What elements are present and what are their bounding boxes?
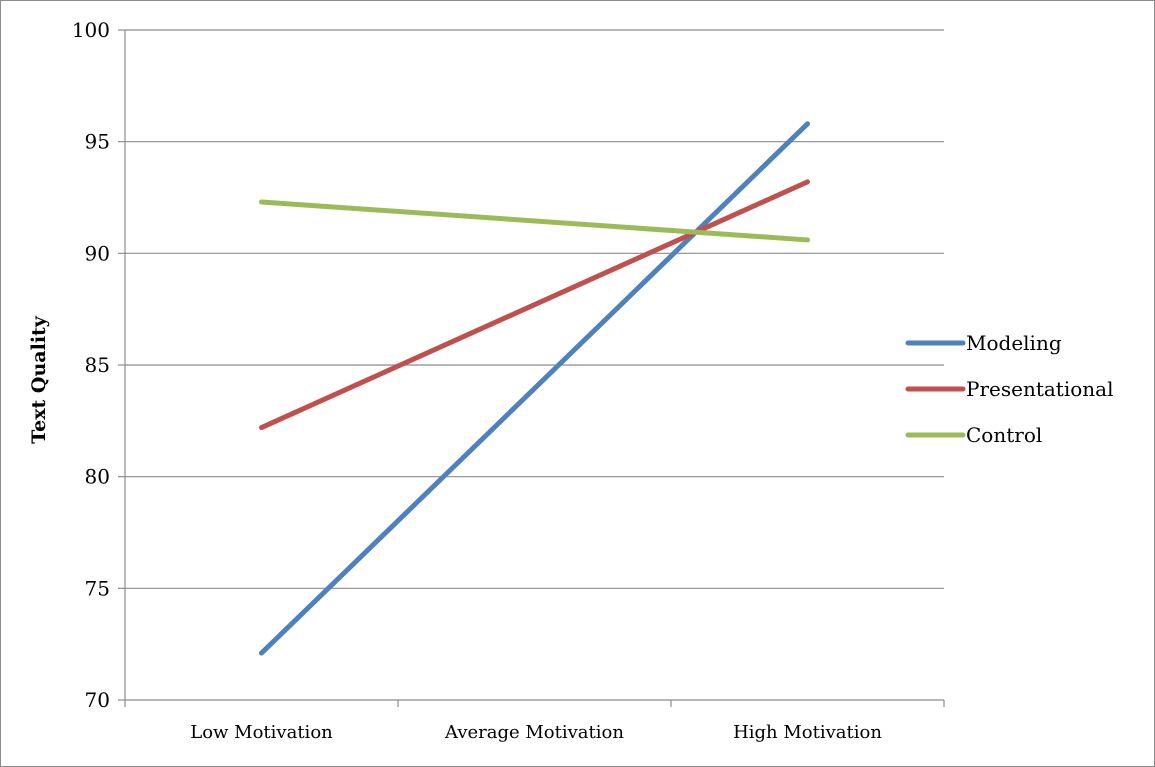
series-line-presentational xyxy=(259,179,810,431)
x-tick-label: Average Motivation xyxy=(444,722,624,743)
y-tick-label: 90 xyxy=(85,241,110,265)
y-tick-label: 100 xyxy=(72,18,110,42)
x-tick-label: Low Motivation xyxy=(190,722,333,743)
series-line-control xyxy=(259,199,810,243)
legend: Modeling Presentational Control xyxy=(905,331,1113,447)
y-tick-label: 85 xyxy=(85,353,110,377)
gridlines xyxy=(118,29,945,707)
x-tick-labels: Low Motivation Average Motivation High Mot… xyxy=(190,722,882,743)
y-tick-labels: 70 75 80 85 90 95 100 xyxy=(72,18,110,712)
axes xyxy=(124,30,944,701)
y-tick-label: 70 xyxy=(85,688,110,712)
y-axis-title: Text Quality xyxy=(28,315,50,444)
y-tick-label: 95 xyxy=(85,130,110,154)
x-tick-label: High Motivation xyxy=(733,722,882,743)
y-tick-label: 75 xyxy=(85,576,110,600)
legend-label: Modeling xyxy=(966,331,1062,355)
legend-label: Control xyxy=(966,423,1042,447)
legend-label: Presentational xyxy=(966,377,1113,401)
series-line-modeling xyxy=(259,121,810,656)
series-lines xyxy=(259,121,810,656)
y-tick-label: 80 xyxy=(85,465,110,489)
